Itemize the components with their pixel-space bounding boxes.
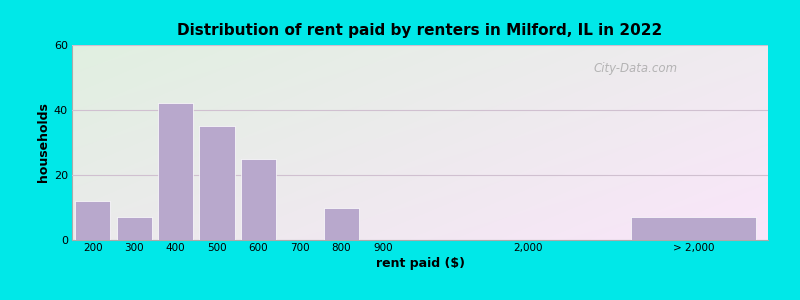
Y-axis label: households: households (37, 103, 50, 182)
X-axis label: rent paid ($): rent paid ($) (375, 257, 465, 270)
Bar (631, 217, 755, 240)
Bar (324, 208, 359, 240)
Title: Distribution of rent paid by renters in Milford, IL in 2022: Distribution of rent paid by renters in … (178, 23, 662, 38)
Bar (75, 201, 110, 240)
Text: City-Data.com: City-Data.com (594, 62, 678, 75)
Bar (158, 103, 193, 240)
Bar (199, 126, 234, 240)
Bar (241, 159, 276, 240)
Bar (117, 217, 152, 240)
